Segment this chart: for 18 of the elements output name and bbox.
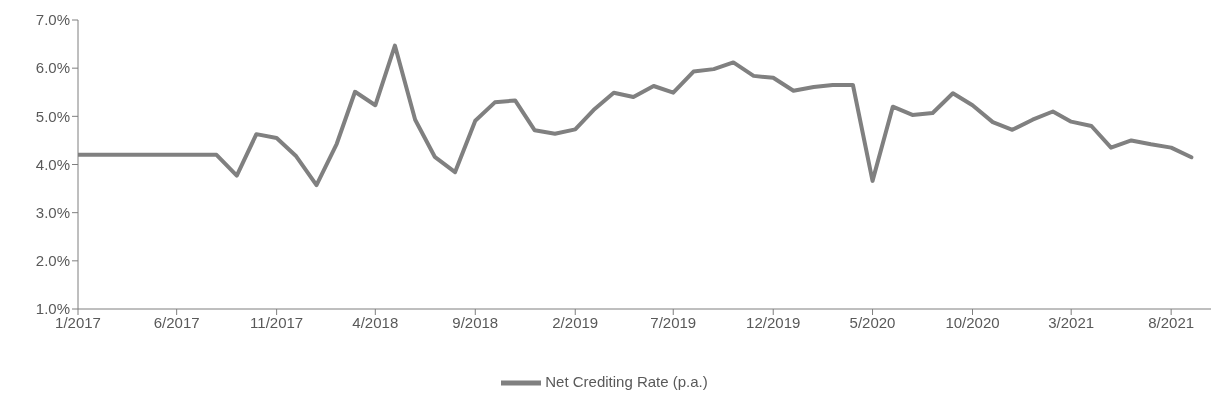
y-tick-label: 6.0% [35, 59, 70, 77]
legend-label: Net Crediting Rate (p.a.) [545, 372, 708, 390]
x-tick-label: 4/2018 [352, 313, 399, 331]
x-tick-label: 5/2020 [849, 313, 896, 331]
y-tick-label: 4.0% [35, 155, 70, 173]
x-tick-label: 7/2019 [650, 313, 697, 331]
y-tick-label: 5.0% [35, 107, 70, 125]
x-tick-label: 6/2017 [153, 313, 200, 331]
x-tick-label: 11/2017 [250, 313, 304, 331]
x-tick-label: 3/2021 [1048, 313, 1095, 331]
x-tick-label: 8/2021 [1148, 313, 1195, 331]
y-tick-label: 3.0% [35, 203, 70, 221]
y-tick-label: 2.0% [35, 252, 70, 270]
y-tick-label: 7.0% [35, 11, 70, 29]
x-tick-label: 2/2019 [552, 313, 599, 331]
x-tick-label: 10/2020 [945, 313, 1000, 331]
x-tick-label: 9/2018 [452, 313, 499, 331]
x-tick-label: 12/2019 [746, 313, 801, 331]
